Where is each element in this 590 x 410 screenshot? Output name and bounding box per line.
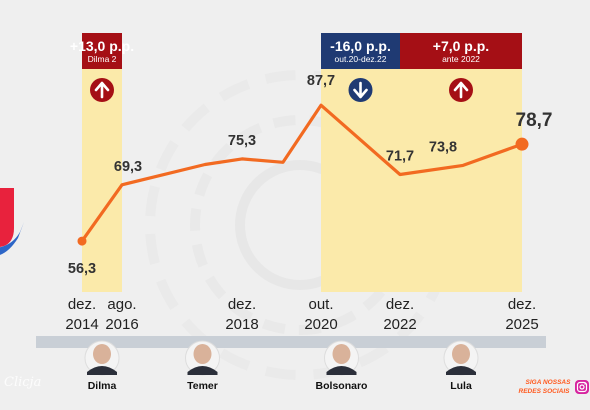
avatar-face [452,344,470,364]
highlight-band [400,33,522,292]
x-tick-label: dez. 2025 [505,296,538,333]
avatar-shoulders [187,366,218,375]
series-line-layer [77,103,529,246]
arrow-down-icon [348,78,373,102]
social-line-1: SIGA NOSSAS [526,379,572,386]
data-point-first [77,236,87,246]
highlight-subtitle: out.20-dez.22 [335,54,387,64]
x-tick-line1: dez. [228,296,256,313]
x-axis-ticks: dez. 2014 ago. 2016 dez. 2018 out. 2020 dez. 2022… [65,296,538,333]
x-tick-line1: dez. [386,296,414,313]
social-line-2: REDES SOCIAIS [519,388,571,395]
government-timeline: Dilma Temer Bolsonaro Lula [36,336,546,392]
data-label: 87,7 [307,73,335,89]
x-tick-line2: 2014 [65,316,98,333]
x-tick-line2: 2020 [304,316,337,333]
x-tick-line1: ago. [107,296,136,313]
x-tick-line2: 2018 [225,316,258,333]
highlight-title: +7,0 p.p. [433,38,489,54]
highlight-period-2: +7,0 p.p.ante 2022 [400,33,522,292]
x-tick-line2: 2022 [383,316,416,333]
data-label: 78,7 [516,110,553,131]
watermark: Clicja [4,375,41,390]
government-name: Temer [187,380,218,392]
highlight-header [400,33,522,69]
highlight-period-0: +13,0 p.p.Dilma 2 [70,33,134,292]
x-tick-line1: dez. [508,296,536,313]
data-label: 75,3 [228,133,256,149]
highlight-period-1: -16,0 p.p.out.20-dez.22 [321,33,400,292]
government-name: Bolsonaro [316,380,368,392]
highlight-subtitle: Dilma 2 [88,54,117,64]
x-tick-label: ago. 2016 [105,296,138,333]
data-label: 69,3 [114,159,142,175]
x-tick-label: dez. 2014 [65,296,98,333]
avatar-face [332,344,351,364]
arrow-icon-glyph [453,81,469,99]
highlight-title: +13,0 p.p. [70,38,134,54]
avatar-face [93,344,111,364]
highlight-subtitle: ante 2022 [442,54,480,64]
x-tick-line1: dez. [68,296,96,313]
data-point-last [515,137,529,151]
highlight-title: -16,0 p.p. [330,38,391,54]
government-name: Lula [450,380,472,392]
avatar-face [193,344,212,364]
avatar-shoulders [87,366,117,375]
highlight-header [82,33,122,69]
government-temer: Temer [185,340,220,392]
series-line [80,103,524,243]
government-dilma: Dilma [84,340,120,392]
data-label: 56,3 [68,261,96,277]
highlight-bands: +13,0 p.p.Dilma 2 -16,0 p.p.out.20-dez.22… [70,33,522,292]
avatar-shoulders [326,366,357,375]
avatar-shoulders [446,366,476,375]
data-labels: 56,3 69,3 75,3 87,7 71,7 73,8 78,7 [68,73,553,277]
x-tick-line2: 2016 [105,316,138,333]
government-bolsonaro: Bolsonaro [316,340,368,392]
data-label: 73,8 [429,139,457,155]
arrow-icon-glyph [353,81,368,99]
social-badge[interactable]: SIGA NOSSAS REDES SOCIAIS [519,379,589,395]
highlight-band [82,33,122,292]
arrow-up-icon [90,78,114,102]
instagram-icon[interactable] [575,380,589,394]
x-tick-label: dez. 2018 [225,296,258,333]
government-lula: Lula [443,340,479,392]
data-label: 71,7 [386,148,414,164]
timeline-bar [36,336,546,348]
x-tick-line1: out. [308,296,333,313]
x-tick-label: dez. 2022 [383,296,416,333]
arrow-up-icon [449,78,473,102]
highlight-header [321,33,400,69]
arrow-icon-glyph [94,81,110,99]
government-name: Dilma [88,380,117,392]
x-tick-line2: 2025 [505,316,538,333]
x-tick-label: out. 2020 [304,296,337,333]
brand-logo [0,188,24,255]
